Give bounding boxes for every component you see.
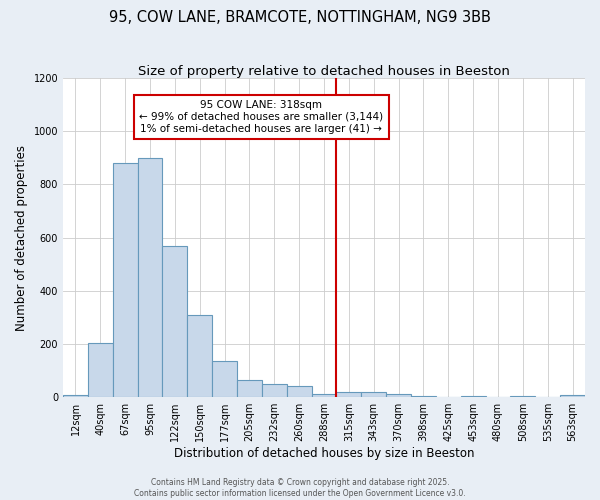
Text: 95 COW LANE: 318sqm
← 99% of detached houses are smaller (3,144)
1% of semi-deta: 95 COW LANE: 318sqm ← 99% of detached ho…	[139, 100, 383, 134]
Y-axis label: Number of detached properties: Number of detached properties	[15, 144, 28, 330]
Bar	[311, 394, 337, 397]
Bar	[237, 380, 262, 397]
Title: Size of property relative to detached houses in Beeston: Size of property relative to detached ho…	[138, 65, 510, 78]
Text: 95, COW LANE, BRAMCOTE, NOTTINGHAM, NG9 3BB: 95, COW LANE, BRAMCOTE, NOTTINGHAM, NG9 …	[109, 10, 491, 25]
Bar	[461, 396, 485, 397]
Bar	[113, 163, 137, 397]
Bar	[63, 394, 88, 397]
Bar	[187, 314, 212, 397]
Bar	[137, 158, 163, 397]
Bar	[436, 396, 461, 397]
Bar	[361, 392, 386, 397]
Bar	[212, 362, 237, 397]
X-axis label: Distribution of detached houses by size in Beeston: Distribution of detached houses by size …	[174, 447, 474, 460]
Bar	[262, 384, 287, 397]
Bar	[511, 396, 535, 397]
Bar	[386, 394, 411, 397]
Bar	[560, 395, 585, 397]
Bar	[287, 386, 311, 397]
Bar	[163, 246, 187, 397]
Bar	[411, 396, 436, 397]
Bar	[337, 392, 361, 397]
Bar	[88, 342, 113, 397]
Text: Contains HM Land Registry data © Crown copyright and database right 2025.
Contai: Contains HM Land Registry data © Crown c…	[134, 478, 466, 498]
